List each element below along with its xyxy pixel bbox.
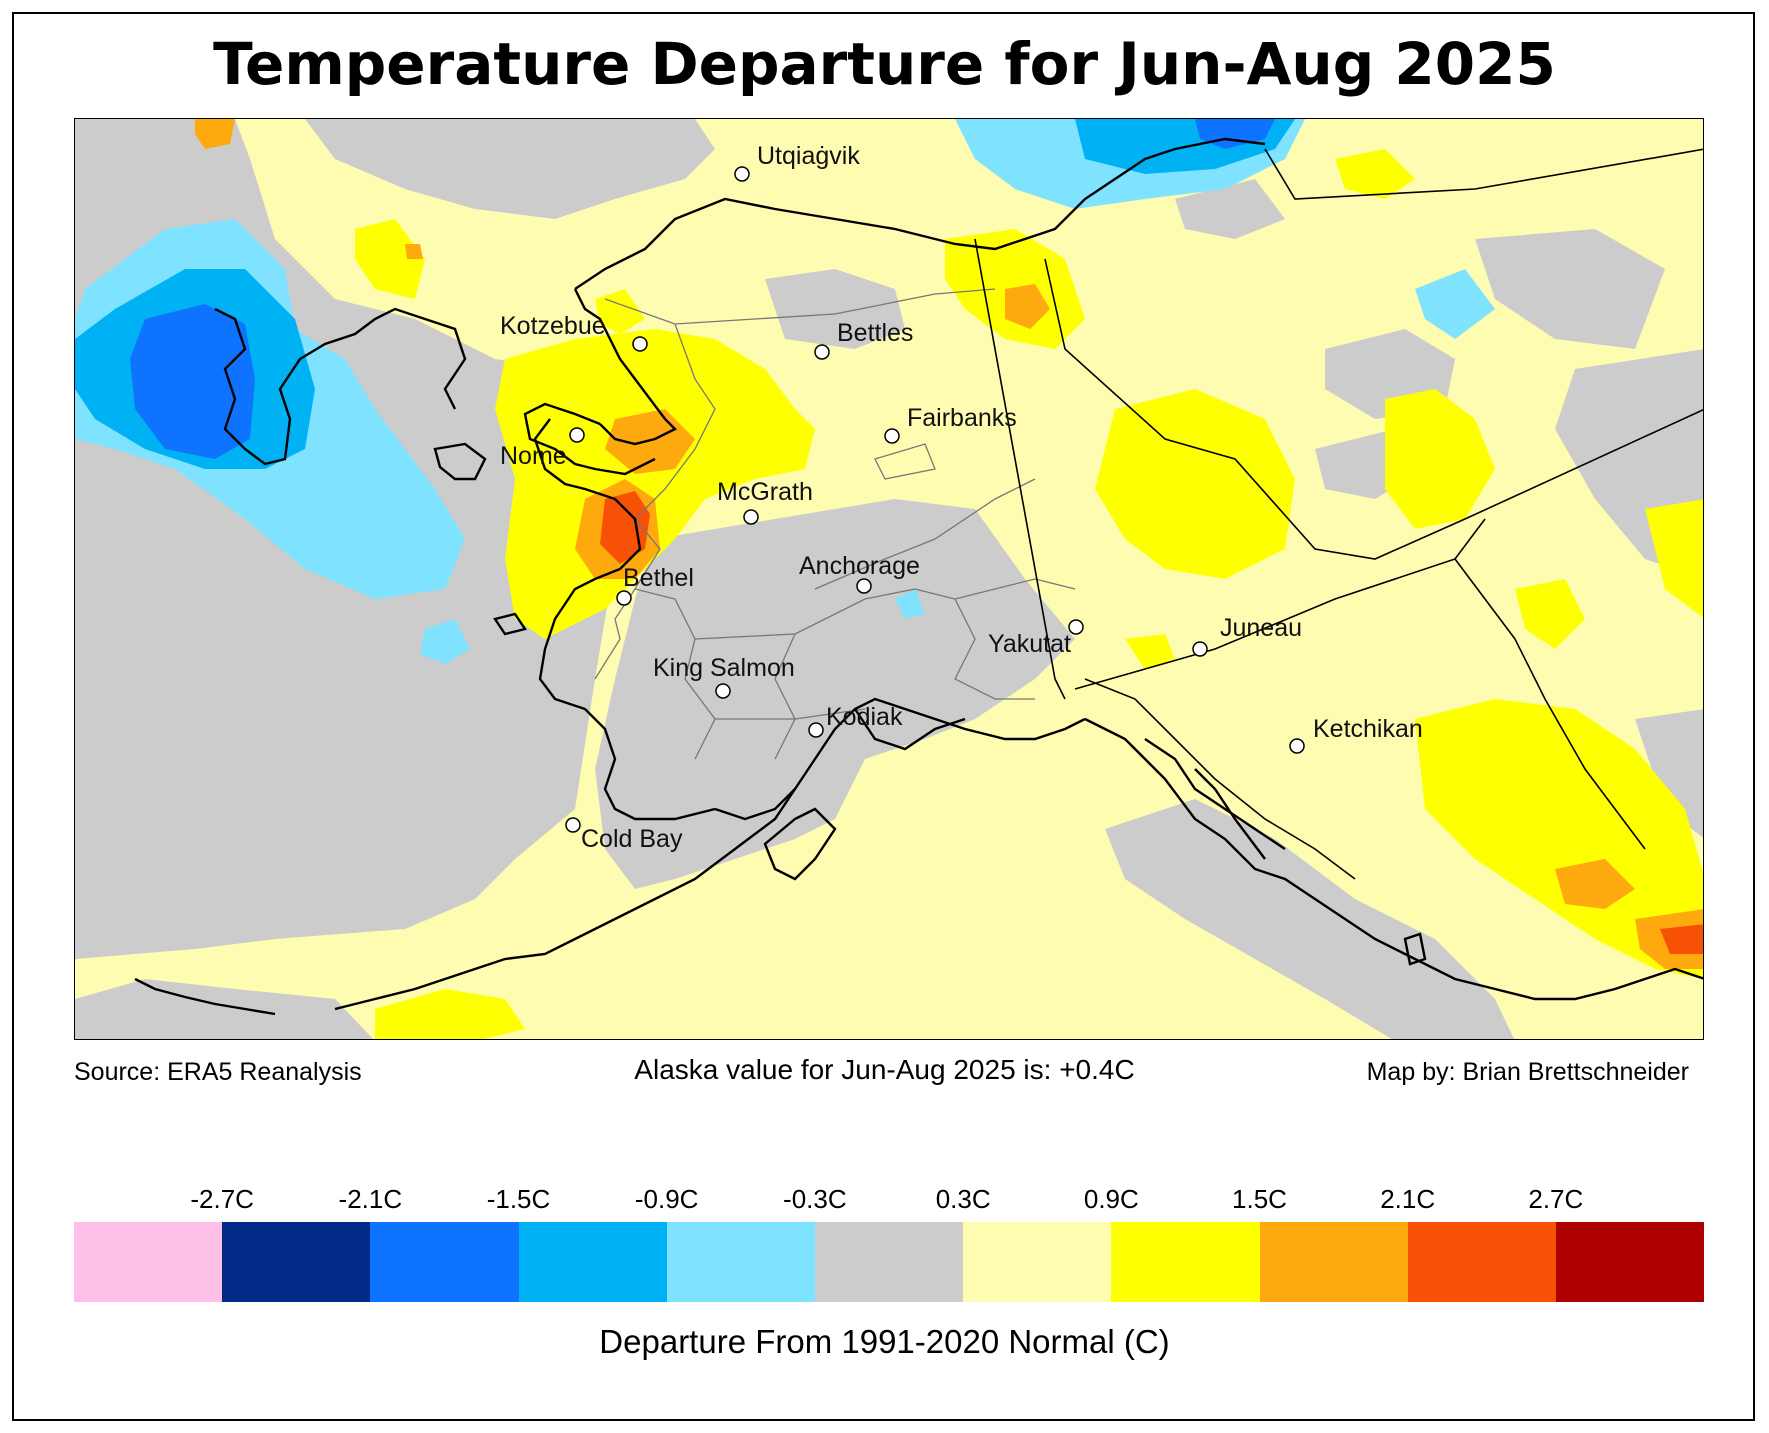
source-note: Source: ERA5 Reanalysis xyxy=(74,1058,362,1086)
coastlines xyxy=(134,137,1703,1016)
city-fairbanks: Fairbanks xyxy=(884,404,1017,444)
legend-tick: 1.5C xyxy=(1232,1184,1287,1214)
legend-swatch-7 xyxy=(1111,1222,1260,1302)
legend-swatch-10 xyxy=(1555,1222,1705,1302)
city-kodiak: Kodiak xyxy=(808,703,903,738)
city-anchorage: Anchorage xyxy=(799,552,920,594)
city-label: Kotzebue xyxy=(500,312,606,340)
alaska-value-note: Alaska value for Jun-Aug 2025 is: +0.4C xyxy=(634,1054,1135,1085)
legend-tick: 2.1C xyxy=(1380,1184,1436,1214)
legend-tick: -2.7C xyxy=(190,1184,254,1214)
city-bettles: Bettles xyxy=(814,319,913,360)
legend-tick-labels: -2.7C -2.1C -1.5C -0.9C -0.3C 0.3C 0.9C … xyxy=(74,1184,1704,1220)
legend-swatch-3 xyxy=(518,1222,667,1302)
map-canvas: Utqiaġvik Kotzebue Bettles Fairbanks Nom… xyxy=(75,119,1703,1039)
legend-color-bar xyxy=(74,1222,1705,1302)
city-juneau: Juneau xyxy=(1192,614,1302,657)
city-utqiagvik: Utqiaġvik xyxy=(734,142,860,182)
city-label: Juneau xyxy=(1220,614,1302,642)
city-label: Utqiaġvik xyxy=(757,142,860,170)
legend-swatch-6 xyxy=(963,1222,1112,1302)
legend-tick: 2.7C xyxy=(1528,1184,1584,1214)
map-title: Temperature Departure for Jun-Aug 2025 xyxy=(213,30,1556,98)
city-yakutat: Yakutat xyxy=(988,619,1084,658)
legend-tick: 0.3C xyxy=(935,1184,991,1214)
city-label: Yakutat xyxy=(988,630,1071,658)
yellow-warm-regions xyxy=(355,149,1703,1039)
legend-swatch-9 xyxy=(1407,1222,1556,1302)
city-nome: Nome xyxy=(500,427,585,470)
city-mcgrath: McGrath xyxy=(717,478,813,525)
anomaly-map: Utqiaġvik Kotzebue Bettles Fairbanks Nom… xyxy=(74,118,1704,1040)
city-label: Bettles xyxy=(837,319,913,347)
figure-frame xyxy=(12,12,1755,1421)
legend-title: Departure From 1991-2020 Normal (C) xyxy=(599,1323,1170,1360)
political-borders xyxy=(974,148,1703,880)
city-label: Bethel xyxy=(623,564,694,592)
city-bethel: Bethel xyxy=(616,564,694,606)
legend-tick: -0.9C xyxy=(634,1184,699,1214)
legend-tick: -1.5C xyxy=(486,1184,551,1214)
city-kotzebue: Kotzebue xyxy=(500,312,648,352)
map-credit: Map by: Brian Brettschneider xyxy=(1366,1058,1689,1086)
city-label: Ketchikan xyxy=(1313,715,1423,743)
legend-tick: -0.3C xyxy=(783,1184,847,1214)
legend-tick: -2.1C xyxy=(338,1184,403,1214)
legend-swatch-5 xyxy=(814,1222,964,1302)
city-label: King Salmon xyxy=(653,654,795,682)
legend-swatch-2 xyxy=(370,1222,519,1302)
legend-tick: 0.9C xyxy=(1083,1184,1139,1214)
red-orange-regions xyxy=(600,491,1703,954)
legend-swatch-8 xyxy=(1259,1222,1408,1302)
city-king-salmon: King Salmon xyxy=(653,654,795,699)
city-label: Fairbanks xyxy=(907,404,1017,432)
city-cold-bay: Cold Bay xyxy=(565,817,683,853)
city-label: Cold Bay xyxy=(581,825,683,853)
legend-swatch-0 xyxy=(74,1222,223,1302)
city-label: Anchorage xyxy=(799,552,920,580)
zone-boundaries xyxy=(594,288,1076,760)
legend-swatch-4 xyxy=(666,1222,815,1302)
city-label: Nome xyxy=(500,442,567,470)
city-ketchikan: Ketchikan xyxy=(1289,715,1423,754)
city-label: Kodiak xyxy=(826,703,903,731)
city-label: McGrath xyxy=(717,478,813,506)
legend-swatch-1 xyxy=(222,1222,371,1302)
city-markers: Utqiaġvik Kotzebue Bettles Fairbanks Nom… xyxy=(500,142,1423,853)
